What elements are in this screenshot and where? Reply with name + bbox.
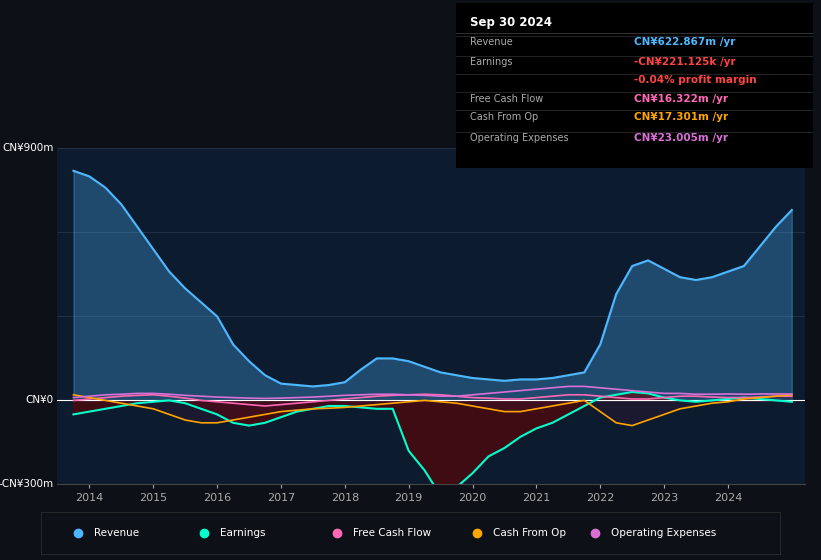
Text: Earnings: Earnings [220,529,265,538]
Text: Sep 30 2024: Sep 30 2024 [470,16,552,29]
Text: -CN¥300m: -CN¥300m [0,479,53,489]
Text: -0.04% profit margin: -0.04% profit margin [635,76,757,85]
Text: Revenue: Revenue [470,38,512,48]
Text: Cash From Op: Cash From Op [493,529,566,538]
Text: -CN¥221.125k /yr: -CN¥221.125k /yr [635,57,736,67]
Text: Operating Expenses: Operating Expenses [612,529,717,538]
Text: Operating Expenses: Operating Expenses [470,133,569,143]
Text: CN¥900m: CN¥900m [2,143,53,153]
Text: CN¥0: CN¥0 [25,395,53,405]
Text: Earnings: Earnings [470,57,512,67]
Text: CN¥16.322m /yr: CN¥16.322m /yr [635,94,728,104]
Text: Free Cash Flow: Free Cash Flow [353,529,431,538]
Text: Cash From Op: Cash From Op [470,112,539,122]
Text: CN¥23.005m /yr: CN¥23.005m /yr [635,133,728,143]
Text: Free Cash Flow: Free Cash Flow [470,94,544,104]
Text: CN¥622.867m /yr: CN¥622.867m /yr [635,38,736,48]
Text: Revenue: Revenue [94,529,140,538]
Text: CN¥17.301m /yr: CN¥17.301m /yr [635,112,728,122]
